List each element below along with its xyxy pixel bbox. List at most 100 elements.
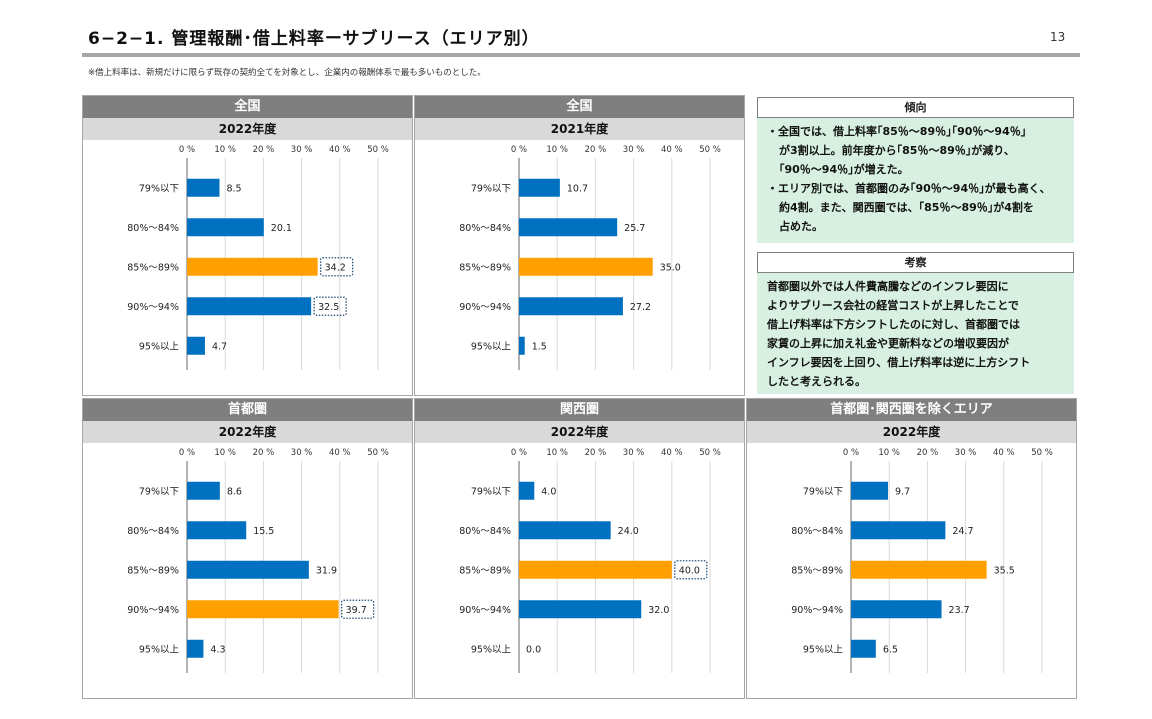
value-label: 20.1 <box>271 223 292 234</box>
category-label: 85%～89% <box>791 565 843 576</box>
category-label: 85%～89% <box>459 262 511 273</box>
x-tick-label: 0 % <box>179 448 195 458</box>
x-tick-label: 10 % <box>214 448 236 458</box>
x-tick-label: 20 % <box>253 448 275 458</box>
x-tick-label: 20 % <box>917 448 939 458</box>
category-label: 80%～84% <box>127 223 179 234</box>
category-label: 90%～94% <box>791 605 843 616</box>
consideration-line: 首都圏以外では人件費高騰などのインフレ要因に <box>767 280 1009 293</box>
x-tick-label: 40 % <box>329 448 351 458</box>
bar <box>187 521 247 540</box>
trend-line: が3割以上。前年度から｢85％～89％｣が減り、 <box>779 144 1015 157</box>
bar <box>187 600 339 619</box>
consideration-body: 首都圏以外では人件費高騰などのインフレ要因に よりサブリース会社の経営コストが上昇… <box>757 273 1074 394</box>
footnote: ※借上料率は、新規だけに限らず既存の契約全てを対象とし、企業内の報酬体系で最も多… <box>88 68 486 78</box>
bar <box>851 600 942 619</box>
bar <box>187 639 204 658</box>
panel-subtitle: 2021年度 <box>415 118 744 140</box>
x-tick-label: 40 % <box>993 448 1015 458</box>
page-number: 13 <box>1050 30 1066 44</box>
bar <box>187 178 220 197</box>
trend-line: 約4割。また、関西圏では、｢85％～89％｣が4割を <box>779 201 1034 214</box>
bar <box>519 336 525 355</box>
value-label: 15.5 <box>253 526 274 537</box>
bar <box>851 481 889 500</box>
category-label: 79%以下 <box>803 486 843 497</box>
panel-title: 全国 <box>83 96 412 118</box>
x-tick-label: 10 % <box>546 145 568 155</box>
x-tick-label: 0 % <box>511 145 527 155</box>
page-title: 6−2−1. 管理報酬･借上料率ーサブリース（エリア別） <box>88 29 540 49</box>
value-label: 10.7 <box>567 183 588 194</box>
value-label: 0.0 <box>526 644 541 655</box>
value-label: 8.6 <box>227 486 242 497</box>
value-label: 8.5 <box>226 183 241 194</box>
bar-chart: 0 % 10 % 20 % 30 % 40 % 50 % 79%以下 4.0 80%～84% 24… <box>459 448 721 673</box>
x-tick-label: 40 % <box>661 448 683 458</box>
category-label: 80%～84% <box>459 223 511 234</box>
consideration-line: よりサブリース会社の経営コストが上昇したことで <box>767 299 1019 312</box>
value-label: 23.7 <box>949 605 970 616</box>
value-label: 9.7 <box>895 486 910 497</box>
consideration-box: 考察 首都圏以外では人件費高騰などのインフレ要因に よりサブリース会社の経営コスト… <box>757 252 1074 394</box>
consideration-line: したと考えられる。 <box>767 375 866 388</box>
value-label: 24.0 <box>618 526 639 537</box>
category-label: 80%～84% <box>459 526 511 537</box>
chart-panel-tokyo-area: 首都圏 2022年度 0 % 10 % 20 % 30 % 40 % 50 % 79%以下 8… <box>82 398 413 699</box>
consideration-line: 家賃の上昇に加え礼金や更新料などの増収要因が <box>767 337 1009 350</box>
trend-line: ｢90％～94％｣が増えた。 <box>779 163 909 176</box>
x-tick-label: 30 % <box>291 448 313 458</box>
value-label: 4.0 <box>541 486 556 497</box>
x-tick-label: 0 % <box>843 448 859 458</box>
chart-panel-other-areas: 首都圏･関西圏を除くエリア 2022年度 0 % 10 % 20 % 30 % 40 %… <box>746 398 1077 699</box>
bar <box>187 481 220 500</box>
trend-box: 傾向 ・全国では、借上料率｢85％～89％｣｢90％～94％｣ が3割以上。前年度… <box>757 97 1074 243</box>
value-label: 25.7 <box>624 223 645 234</box>
trend-line: ・エリア別では、首都圏のみ｢90％～94％｣が最も高く、 <box>767 182 1051 195</box>
category-label: 79%以下 <box>471 183 511 194</box>
x-tick-label: 20 % <box>585 448 607 458</box>
x-tick-label: 30 % <box>291 145 313 155</box>
bar <box>519 178 560 197</box>
x-tick-label: 10 % <box>214 145 236 155</box>
x-tick-label: 50 % <box>367 448 389 458</box>
bar <box>187 560 309 579</box>
trend-line: ・全国では、借上料率｢85％～89％｣｢90％～94％｣ <box>767 125 1027 138</box>
trend-body: ・全国では、借上料率｢85％～89％｣｢90％～94％｣ が3割以上。前年度から｢… <box>757 118 1074 243</box>
chart-panel-national-2022: 全国 2022年度 0 % 10 % 20 % 30 % 40 % 50 % 79%以下 8.… <box>82 95 413 396</box>
value-label: 31.9 <box>316 565 337 576</box>
category-label: 95%以上 <box>471 644 512 655</box>
value-label: 40.0 <box>679 565 700 576</box>
x-tick-label: 50 % <box>699 448 721 458</box>
value-label: 27.2 <box>630 302 651 313</box>
panel-subtitle: 2022年度 <box>747 421 1076 443</box>
panel-title: 関西圏 <box>415 399 744 421</box>
trend-line: 占めた。 <box>779 220 823 233</box>
value-label: 6.5 <box>883 644 898 655</box>
category-label: 95%以上 <box>471 341 512 352</box>
bar <box>519 560 672 579</box>
value-highlight-box <box>341 599 375 619</box>
category-label: 79%以下 <box>139 486 179 497</box>
panel-subtitle: 2022年度 <box>83 118 412 140</box>
panel-subtitle: 2022年度 <box>415 421 744 443</box>
title-rule <box>82 53 1080 57</box>
value-label: 32.0 <box>648 605 669 616</box>
bar <box>851 521 946 540</box>
x-tick-label: 50 % <box>1031 448 1053 458</box>
chart-panel-kansai-area: 関西圏 2022年度 0 % 10 % 20 % 30 % 40 % 50 % 79%以下 4… <box>414 398 745 699</box>
x-tick-label: 0 % <box>511 448 527 458</box>
category-label: 90%～94% <box>127 605 179 616</box>
category-label: 95%以上 <box>139 644 180 655</box>
bar <box>187 218 264 237</box>
x-tick-label: 10 % <box>546 448 568 458</box>
x-tick-label: 0 % <box>179 145 195 155</box>
panel-title: 全国 <box>415 96 744 118</box>
category-label: 85%～89% <box>459 565 511 576</box>
value-label: 4.3 <box>210 644 225 655</box>
category-label: 80%～84% <box>791 526 843 537</box>
value-label: 35.5 <box>994 565 1015 576</box>
category-label: 90%～94% <box>459 302 511 313</box>
category-label: 95%以上 <box>803 644 844 655</box>
panel-title: 首都圏･関西圏を除くエリア <box>747 399 1076 421</box>
